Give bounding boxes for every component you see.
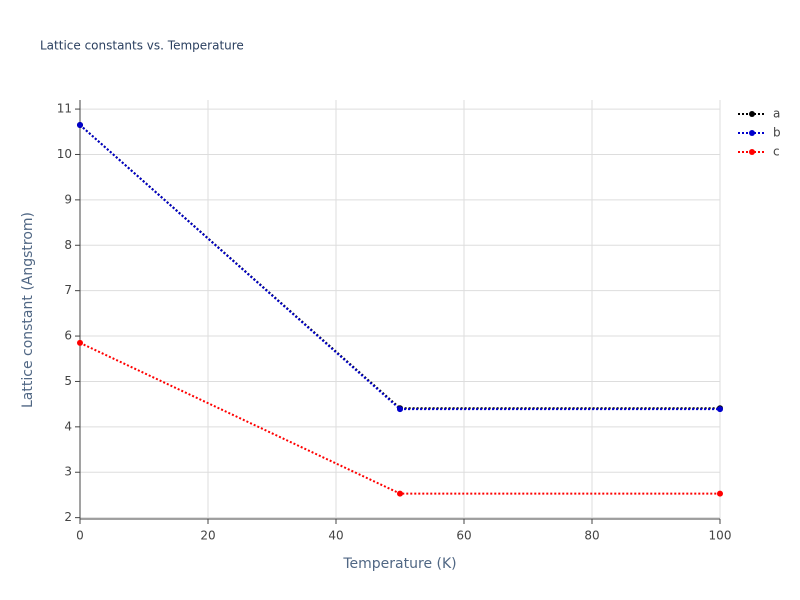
series-line: [79, 124, 720, 411]
x-tick-label: 100: [709, 529, 732, 543]
y-tick-label: 2: [64, 510, 72, 524]
x-tick-label: 60: [456, 529, 471, 543]
legend-marker: [749, 111, 755, 117]
x-tick-label: 80: [584, 529, 599, 543]
y-axis-title: Lattice constant (Angstrom): [20, 212, 36, 408]
y-tick-label: 7: [64, 283, 72, 297]
series-line: [79, 124, 720, 410]
point: [397, 490, 403, 497]
chart-title: Lattice constants vs. Temperature: [40, 39, 244, 53]
x-axis-title: Temperature (K): [342, 556, 456, 572]
legend-label: b: [773, 126, 781, 140]
y-tick-label: 5: [64, 374, 72, 388]
y-tick-label: 11: [57, 102, 72, 116]
point: [717, 490, 723, 497]
x-tick-label: 20: [200, 529, 215, 543]
legend-marker: [749, 149, 755, 155]
y-tick-label: 6: [64, 329, 72, 343]
point: [77, 339, 83, 346]
point: [717, 406, 723, 413]
y-tick-label: 4: [64, 419, 72, 433]
series-line: [79, 341, 720, 495]
point: [397, 406, 403, 413]
legend-label: c: [773, 145, 780, 159]
x-tick-label: 40: [328, 529, 343, 543]
point: [77, 121, 83, 128]
y-tick-label: 3: [64, 465, 72, 479]
y-tick-label: 10: [57, 147, 72, 161]
y-tick-label: 9: [64, 192, 72, 206]
x-tick-label: 0: [76, 529, 84, 543]
legend-label: a: [773, 107, 780, 121]
legend-marker: [749, 130, 755, 136]
y-tick-label: 8: [64, 238, 72, 252]
